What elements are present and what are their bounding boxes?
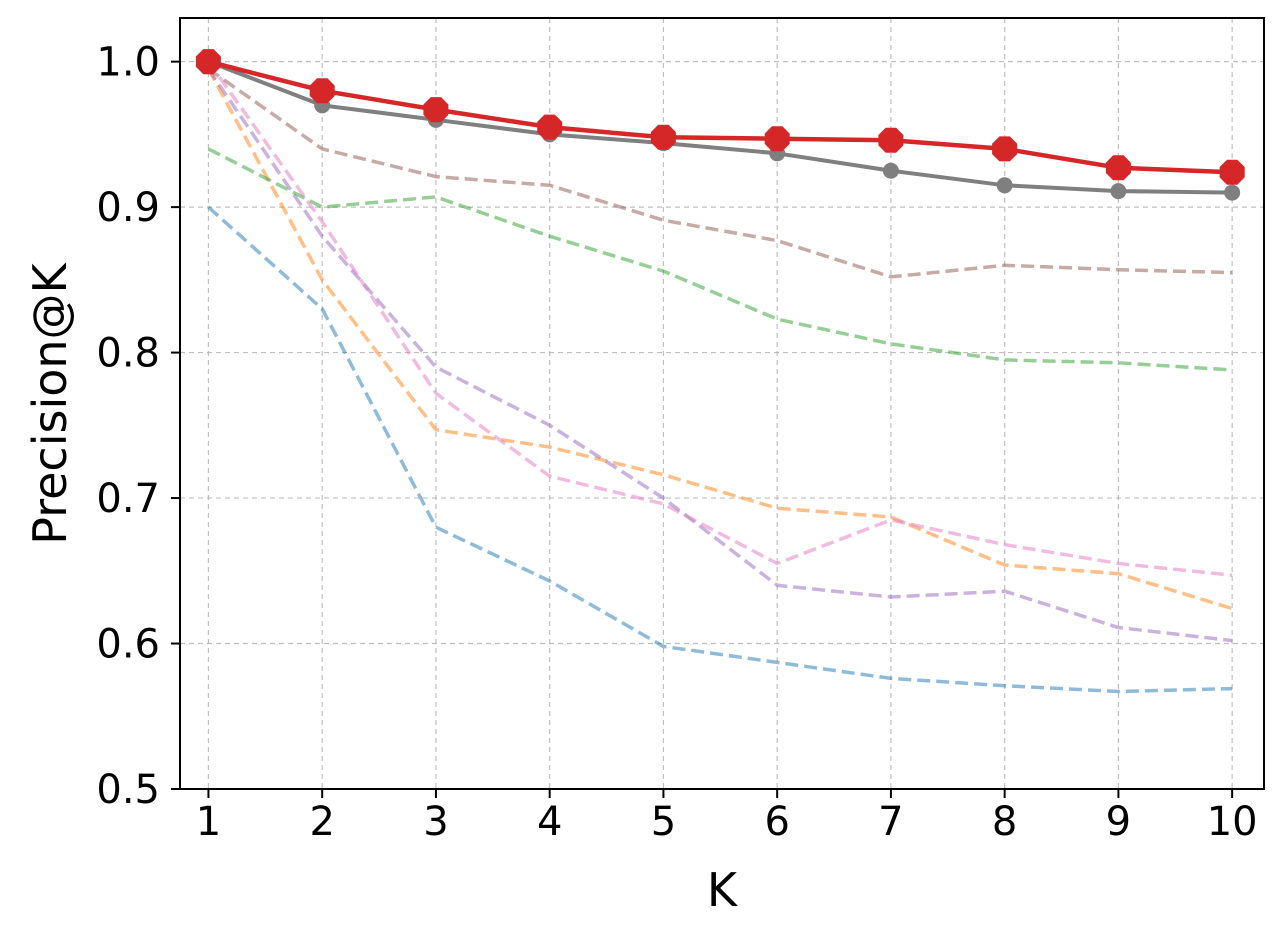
series-3 xyxy=(206,67,1233,643)
series-line xyxy=(207,205,1233,694)
x-axis-title: K xyxy=(707,863,739,917)
x-tick-label: 1 xyxy=(196,799,221,845)
data-point xyxy=(996,177,1013,194)
x-tick-label: 3 xyxy=(423,799,448,845)
x-tick-label: 5 xyxy=(651,799,676,845)
series-4 xyxy=(207,67,1233,279)
y-axis-title: Precision@K xyxy=(23,261,77,544)
series-line xyxy=(206,60,1233,577)
data-point xyxy=(882,162,899,179)
series-line xyxy=(207,67,1233,279)
data-point xyxy=(423,97,449,123)
data-point xyxy=(1224,184,1241,201)
data-point xyxy=(1105,155,1131,181)
series-line xyxy=(207,59,1233,175)
data-point xyxy=(992,136,1018,162)
x-tick-label: 7 xyxy=(878,799,903,845)
data-point xyxy=(764,126,790,152)
series-0 xyxy=(207,205,1233,694)
y-tick-label: 0.9 xyxy=(96,185,160,231)
plot-frame xyxy=(179,17,1265,790)
series-7 xyxy=(195,49,1245,185)
y-tick-label: 0.7 xyxy=(96,476,160,522)
series-2 xyxy=(207,147,1233,372)
y-tick-label: 1.0 xyxy=(96,40,160,86)
series-layer xyxy=(195,49,1245,694)
data-point xyxy=(1219,159,1245,185)
series-line xyxy=(206,68,1233,611)
data-point xyxy=(195,49,221,75)
data-point xyxy=(309,78,335,104)
x-tick-label: 4 xyxy=(537,799,562,845)
y-tick-label: 0.6 xyxy=(96,622,160,668)
y-tick-label: 0.8 xyxy=(96,331,160,377)
x-tick-label: 10 xyxy=(1207,799,1258,845)
data-point xyxy=(537,114,563,140)
x-tick-label: 2 xyxy=(309,799,334,845)
series-5 xyxy=(206,60,1233,577)
data-point xyxy=(1110,183,1127,200)
x-tick-label: 6 xyxy=(764,799,789,845)
x-tick-label: 8 xyxy=(992,799,1017,845)
series-line xyxy=(206,67,1233,643)
data-point xyxy=(650,124,676,150)
data-point xyxy=(878,127,904,153)
axis-ticks: 1 2 3 4 5 6 7 8 9 10 0.5 0.6 0.7 0.8 0.9 1.0 xyxy=(96,40,1257,845)
y-tick-label: 0.5 xyxy=(96,767,160,813)
series-1 xyxy=(206,68,1233,611)
x-tick-label: 9 xyxy=(1106,799,1131,845)
series-line xyxy=(207,147,1233,372)
series-line xyxy=(207,59,1233,195)
